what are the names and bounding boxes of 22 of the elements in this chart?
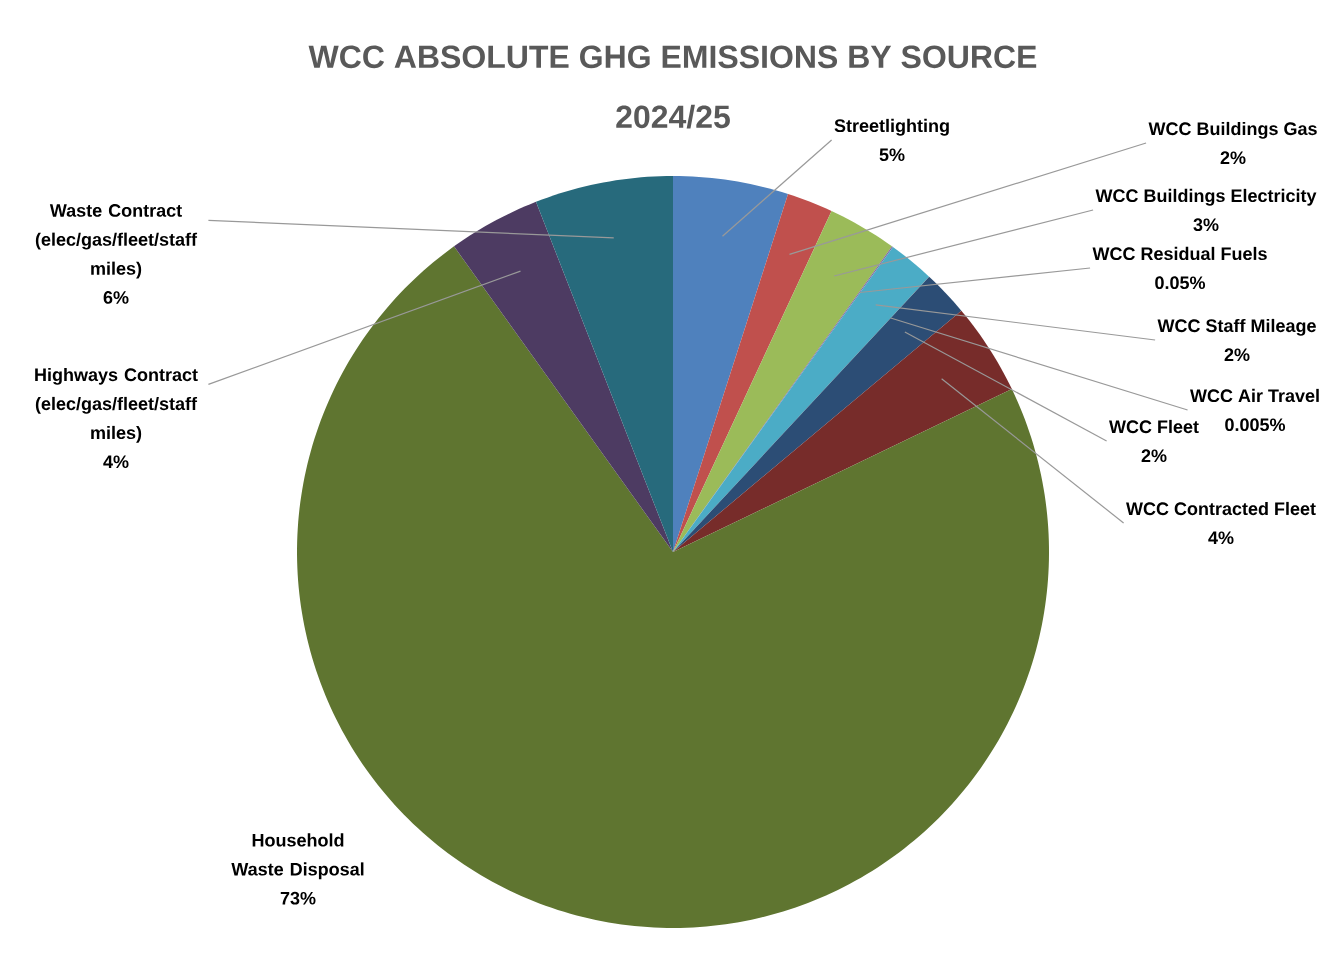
data-label: 2% [1141,449,1167,463]
slice-label: Streetlighting [834,118,949,136]
data-label: 6% [103,291,129,304]
slice-label: WCC Air Travel [1190,388,1319,403]
data-label: 4% [1208,531,1234,545]
data-label: 73% [280,891,316,905]
data-label: 5% [879,148,905,162]
data-label: 2% [1224,348,1250,362]
data-label: 3% [1193,218,1219,232]
slice-label: Household Waste Disposal [231,833,364,880]
slice-label: Waste Contract (elec/gas/fleet/staff miles) [35,204,198,279]
slice-label: WCC Contracted Fleet [1126,501,1316,516]
data-label: 4% [103,455,129,469]
slice-label: Highways Contract (elec/gas/fleet/staff miles) [35,367,198,443]
slice-label: WCC Residual Fuels [1092,246,1267,261]
data-label: 2% [1220,151,1246,165]
data-label: 0.05% [1155,276,1206,290]
slice-label: WCC Buildings Gas [1148,121,1317,139]
data-label: 0.005% [1225,418,1286,432]
slice-label: WCC Fleet [1109,419,1199,434]
slice-label: WCC Staff Mileage [1157,318,1316,336]
slice-label: WCC Buildings Electricity [1095,188,1317,206]
